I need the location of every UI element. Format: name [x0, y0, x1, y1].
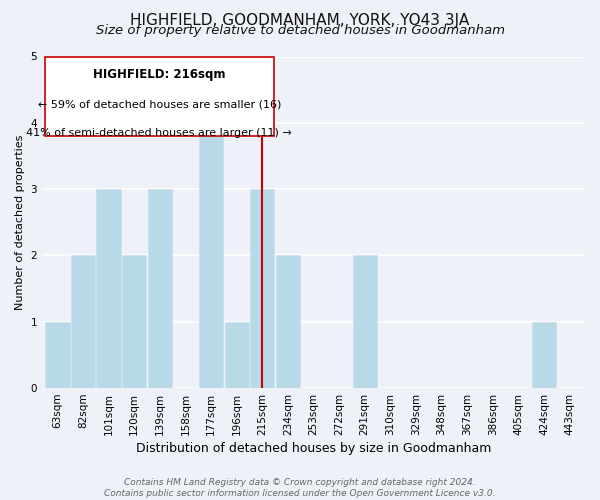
Bar: [97, 189, 121, 388]
Text: HIGHFIELD: 216sqm: HIGHFIELD: 216sqm: [93, 68, 226, 82]
Bar: [122, 256, 146, 388]
Text: Contains HM Land Registry data © Crown copyright and database right 2024.
Contai: Contains HM Land Registry data © Crown c…: [104, 478, 496, 498]
Bar: [276, 256, 300, 388]
Bar: [224, 322, 249, 388]
Text: 41% of semi-detached houses are larger (11) →: 41% of semi-detached houses are larger (…: [26, 128, 292, 138]
Text: ← 59% of detached houses are smaller (16): ← 59% of detached houses are smaller (16…: [38, 100, 281, 110]
Bar: [148, 189, 172, 388]
FancyBboxPatch shape: [44, 56, 274, 136]
Text: HIGHFIELD, GOODMANHAM, YORK, YO43 3JA: HIGHFIELD, GOODMANHAM, YORK, YO43 3JA: [130, 12, 470, 28]
Bar: [250, 189, 274, 388]
Text: Size of property relative to detached houses in Goodmanham: Size of property relative to detached ho…: [95, 24, 505, 37]
Bar: [45, 322, 70, 388]
X-axis label: Distribution of detached houses by size in Goodmanham: Distribution of detached houses by size …: [136, 442, 491, 455]
Bar: [353, 256, 377, 388]
Bar: [71, 256, 95, 388]
Bar: [199, 123, 223, 388]
Y-axis label: Number of detached properties: Number of detached properties: [15, 134, 25, 310]
Bar: [532, 322, 556, 388]
